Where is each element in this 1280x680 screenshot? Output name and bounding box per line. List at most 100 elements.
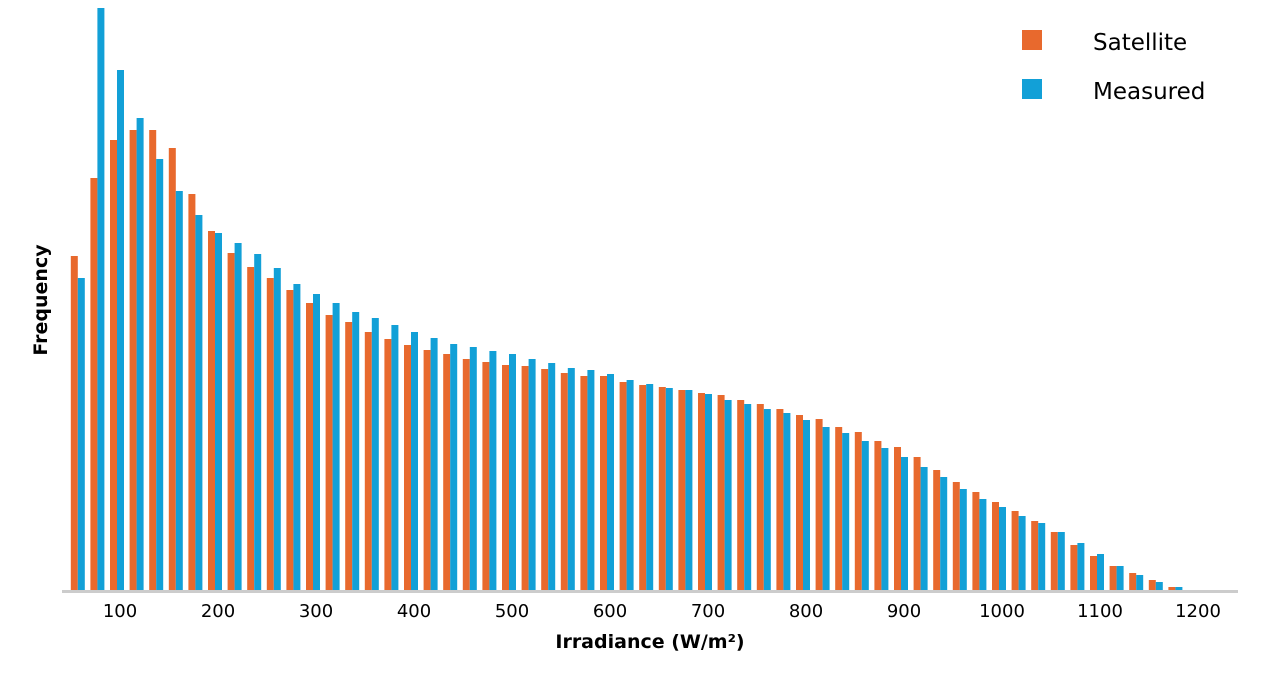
bar-measured-60 (77, 278, 85, 591)
bar-measured-660 (665, 388, 673, 591)
bar-satellite-360 (364, 332, 372, 591)
x-tick-label-400: 400 (397, 601, 431, 622)
bar-measured-260 (273, 268, 281, 591)
x-tick-labels: 100 200 300 400 500 600 700 800 900 1000 1100 1200 (103, 601, 1221, 622)
bar-satellite-520 (521, 366, 529, 591)
bar-measured-120 (136, 118, 144, 591)
bar-measured-1020 (1018, 516, 1026, 591)
bar-satellite-1120 (1109, 566, 1117, 591)
bar-measured-520 (528, 359, 536, 591)
bar-satellite-760 (756, 404, 764, 591)
bar-measured-320 (332, 303, 340, 591)
bar-measured-300 (313, 294, 320, 591)
bar-measured-680 (685, 390, 693, 591)
bar-measured-860 (861, 441, 869, 591)
bar-satellite-1000 (992, 502, 999, 591)
bar-measured-1120 (1116, 566, 1124, 591)
bar-satellite-420 (423, 350, 431, 591)
bar-measured-720 (724, 400, 732, 591)
x-tick-label-600: 600 (593, 601, 627, 622)
bar-satellite-320 (325, 315, 333, 591)
bar-measured-420 (430, 338, 438, 591)
bar-satellite-1080 (1070, 545, 1078, 591)
bar-satellite-720 (717, 395, 725, 591)
bar-measured-80 (97, 8, 105, 591)
bar-satellite-560 (560, 373, 568, 591)
bar-satellite-820 (815, 419, 823, 591)
bar-measured-360 (371, 318, 379, 591)
bar-measured-100 (117, 70, 124, 591)
bar-measured-740 (744, 404, 752, 591)
bar-satellite-1060 (1050, 532, 1058, 591)
bar-satellite-480 (482, 362, 490, 591)
bar-satellite-200 (208, 231, 215, 591)
bar-satellite-100 (110, 140, 117, 591)
legend-swatch-satellite (1022, 30, 1042, 50)
bar-measured-940 (940, 477, 948, 591)
bar-satellite-240 (247, 267, 255, 591)
bar-measured-760 (763, 409, 771, 591)
bar-measured-980 (979, 499, 987, 591)
bar-measured-280 (293, 284, 301, 591)
bar-satellite-580 (580, 376, 588, 591)
bar-satellite-440 (443, 354, 451, 591)
bar-measured-160 (175, 191, 183, 591)
x-tick-label-500: 500 (495, 601, 529, 622)
bar-measured-880 (881, 448, 889, 591)
bar-measured-920 (920, 467, 928, 591)
bar-satellite-640 (639, 385, 647, 591)
bar-measured-600 (607, 374, 614, 591)
bar-satellite-800 (796, 415, 803, 591)
bar-measured-640 (646, 384, 654, 591)
bar-satellite-60 (70, 256, 78, 591)
x-tick-label-200: 200 (201, 601, 235, 622)
bar-satellite-220 (227, 253, 235, 591)
bar-satellite-660 (658, 387, 666, 591)
bar-satellite-840 (835, 427, 843, 591)
bar-satellite-780 (776, 409, 784, 591)
bar-satellite-180 (188, 194, 196, 591)
bar-satellite-460 (462, 359, 470, 591)
bar-satellite-600 (600, 376, 607, 591)
y-axis-label: Frequency (30, 244, 52, 356)
bar-satellite-80 (90, 178, 98, 591)
bar-measured-620 (626, 380, 634, 591)
bar-satellite-700 (698, 393, 705, 591)
bar-satellite-900 (894, 447, 901, 591)
bar-satellite-1020 (1011, 511, 1019, 591)
bar-measured-200 (215, 233, 222, 591)
bar-satellite-940 (933, 470, 941, 591)
x-tick-label-900: 900 (887, 601, 921, 622)
bar-measured-780 (783, 413, 791, 591)
bar-measured-580 (587, 370, 595, 591)
bar-measured-380 (391, 325, 399, 591)
bar-satellite-140 (149, 130, 157, 591)
bar-satellite-400 (404, 345, 411, 591)
bar-satellite-1040 (1031, 521, 1039, 591)
bar-measured-800 (803, 420, 810, 591)
bar-satellite-740 (737, 400, 745, 591)
bar-measured-700 (705, 394, 712, 591)
bar-satellite-1100 (1090, 556, 1097, 591)
bar-measured-840 (842, 433, 850, 591)
bar-satellite-1160 (1148, 580, 1156, 591)
bar-satellite-500 (502, 365, 509, 591)
bar-satellite-380 (384, 339, 392, 591)
bar-measured-1060 (1057, 532, 1065, 591)
bar-satellite-880 (874, 441, 882, 591)
bar-satellite-680 (678, 390, 686, 591)
bar-measured-400 (411, 332, 418, 591)
bar-measured-560 (567, 368, 575, 591)
x-axis-label: Irradiance (W/m²) (555, 631, 744, 653)
x-tick-label-300: 300 (299, 601, 333, 622)
bar-satellite-260 (266, 278, 274, 591)
bar-measured-220 (234, 243, 242, 591)
bar-satellite-340 (345, 322, 353, 591)
bar-measured-1140 (1136, 575, 1144, 591)
bar-measured-180 (195, 215, 203, 591)
bar-satellite-1140 (1129, 573, 1137, 591)
x-tick-label-700: 700 (691, 601, 725, 622)
bar-satellite-960 (952, 482, 960, 591)
x-tick-label-1200: 1200 (1175, 601, 1221, 622)
bar-measured-1160 (1155, 582, 1163, 591)
